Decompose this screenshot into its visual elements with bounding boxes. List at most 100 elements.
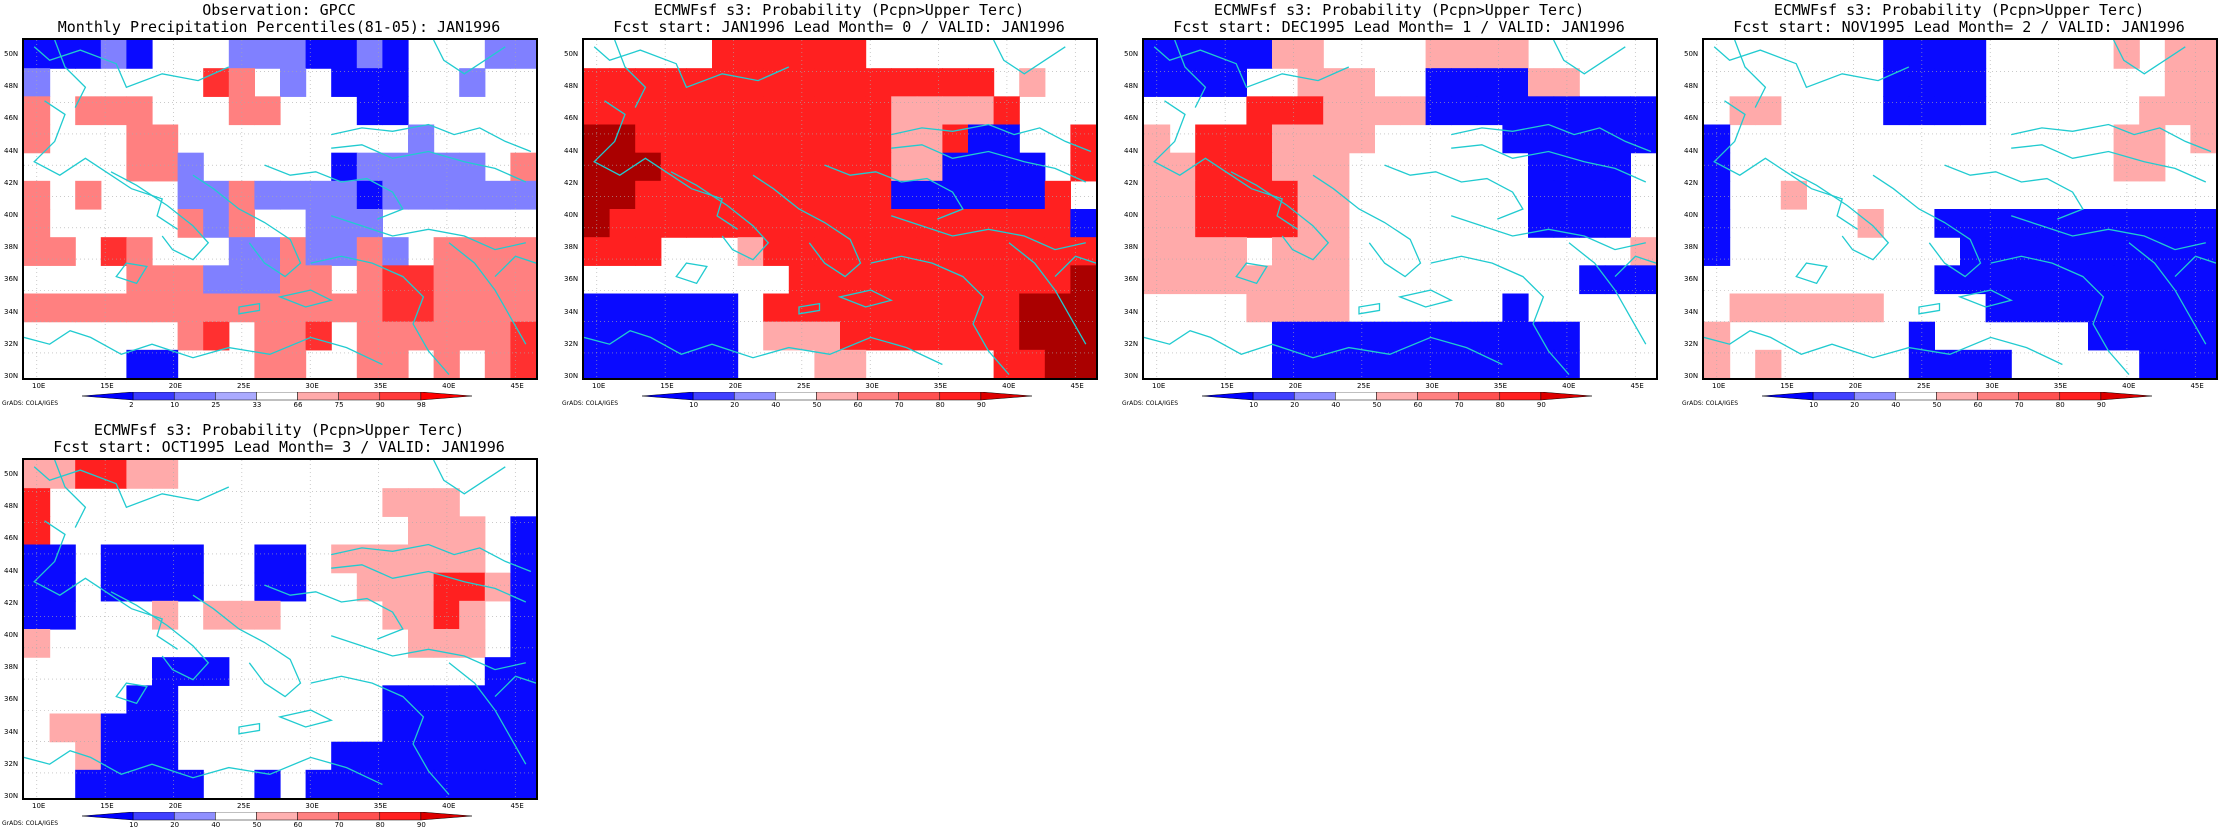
grid-cell [24, 180, 51, 210]
grid-cell [2164, 209, 2191, 238]
lon-label: 10E [1712, 382, 1726, 390]
lat-label: 44N [4, 146, 19, 155]
colorbar-swatch [132, 812, 175, 821]
grid-cell [1044, 180, 1071, 210]
lon-label: 25E [237, 802, 251, 810]
grid-cell [609, 349, 636, 378]
grid-cell [459, 741, 486, 771]
grid-cell [203, 293, 230, 323]
colorbar-label: 40 [211, 821, 221, 829]
grid-cell [993, 237, 1020, 266]
grid-cell [942, 180, 969, 210]
grid-cell [1323, 124, 1350, 154]
colorbar-swatch [733, 392, 776, 401]
coastline [192, 174, 302, 278]
colorbar-label: 20 [730, 401, 740, 409]
grid-cell [1934, 68, 1961, 97]
grid-cell [737, 124, 764, 154]
grid-cell [814, 293, 841, 323]
grid-cell [1195, 152, 1222, 182]
grid-cell [1476, 68, 1503, 97]
grid-cell [2036, 293, 2063, 323]
colorbar-label: 10 [170, 401, 180, 409]
grid-cell [1908, 349, 1935, 378]
grid-cell [433, 237, 460, 266]
coastline [2010, 215, 2206, 251]
grid-cell [840, 68, 867, 97]
grid-cell [49, 40, 76, 69]
colorbar-label: 50 [1932, 401, 1942, 409]
coastline [891, 123, 1092, 153]
coastline [192, 594, 302, 698]
grid-cell [942, 68, 969, 97]
colorbar-label: 98 [416, 401, 426, 409]
grid-cell [484, 685, 511, 715]
grid-cell [254, 600, 281, 630]
map-panel-lead2: ECMWFsf s3: Probability (Pcpn>Upper Terc… [1680, 0, 2238, 420]
lon-label: 30E [305, 802, 319, 810]
grid-cell [1704, 209, 1731, 238]
colorbar-swatch [1812, 392, 1855, 401]
grid-cell [2164, 96, 2191, 126]
grid-cell [177, 180, 204, 210]
grid-cell [814, 124, 841, 154]
colorbar-label: 33 [252, 401, 262, 409]
grid-cell [660, 293, 687, 323]
lat-label: 38N [1684, 243, 1699, 252]
colorbar-label: 90 [1536, 401, 1546, 409]
grid-cell [635, 152, 662, 182]
grid-cell [356, 237, 383, 266]
grid-cell [712, 293, 739, 323]
grid-cell [584, 349, 611, 378]
grid-cell [1630, 265, 1656, 295]
grid-cell [891, 237, 918, 266]
grid-cell [1806, 293, 1833, 323]
grid-cell [49, 460, 76, 489]
lat-label: 48N [1684, 82, 1699, 91]
grid-cell [635, 293, 662, 323]
grid-cell [968, 96, 995, 126]
grid-cell [459, 713, 486, 743]
coastline [584, 329, 943, 366]
grid-cell [1985, 349, 2012, 378]
lat-label: 30N [4, 792, 19, 800]
grid-cell [660, 68, 687, 97]
panel-subtitle: Fcst start: OCT1995 Lead Month= 3 / VALI… [53, 438, 505, 456]
grid-cell [459, 293, 486, 323]
grid-cell [1451, 68, 1478, 97]
grid-cell [75, 769, 102, 798]
grid-cell [2113, 237, 2140, 266]
colorbar-swatch [1335, 392, 1377, 401]
colorbar-swatch [420, 812, 472, 821]
grid-cell [408, 516, 435, 546]
colorbar-label: 20 [170, 821, 180, 829]
lat-label: 42N [1684, 178, 1699, 187]
grid-cell [433, 349, 460, 378]
grid-cell [712, 68, 739, 97]
grid-cell [1169, 68, 1196, 97]
grid-cell [254, 293, 281, 323]
grid-cell [1195, 180, 1222, 210]
colorbar-swatch [1376, 392, 1418, 401]
grid-cell [433, 685, 460, 715]
panel-title: ECMWFsf s3: Probability (Pcpn>Upper Terc… [93, 421, 465, 439]
grid-cell [510, 349, 536, 378]
panel-title: Observation: GPCC [202, 1, 356, 19]
grid-cell [635, 180, 662, 210]
colorbar [1202, 392, 1592, 401]
coastline [115, 262, 148, 285]
grid-cell [152, 685, 179, 715]
grid-cell [788, 209, 815, 238]
lon-label: 25E [237, 382, 251, 390]
grid-cell [1704, 180, 1731, 210]
grid-cell [635, 96, 662, 126]
lat-label: 32N [4, 339, 19, 348]
grid-cell [484, 713, 511, 743]
lat-label: 48N [564, 82, 579, 91]
grid-cell [1425, 68, 1452, 97]
coastline [33, 520, 178, 650]
grid-cell [968, 152, 995, 182]
grid-cell [1272, 180, 1299, 210]
grid-cell [305, 265, 332, 295]
grid-cell [510, 600, 536, 630]
